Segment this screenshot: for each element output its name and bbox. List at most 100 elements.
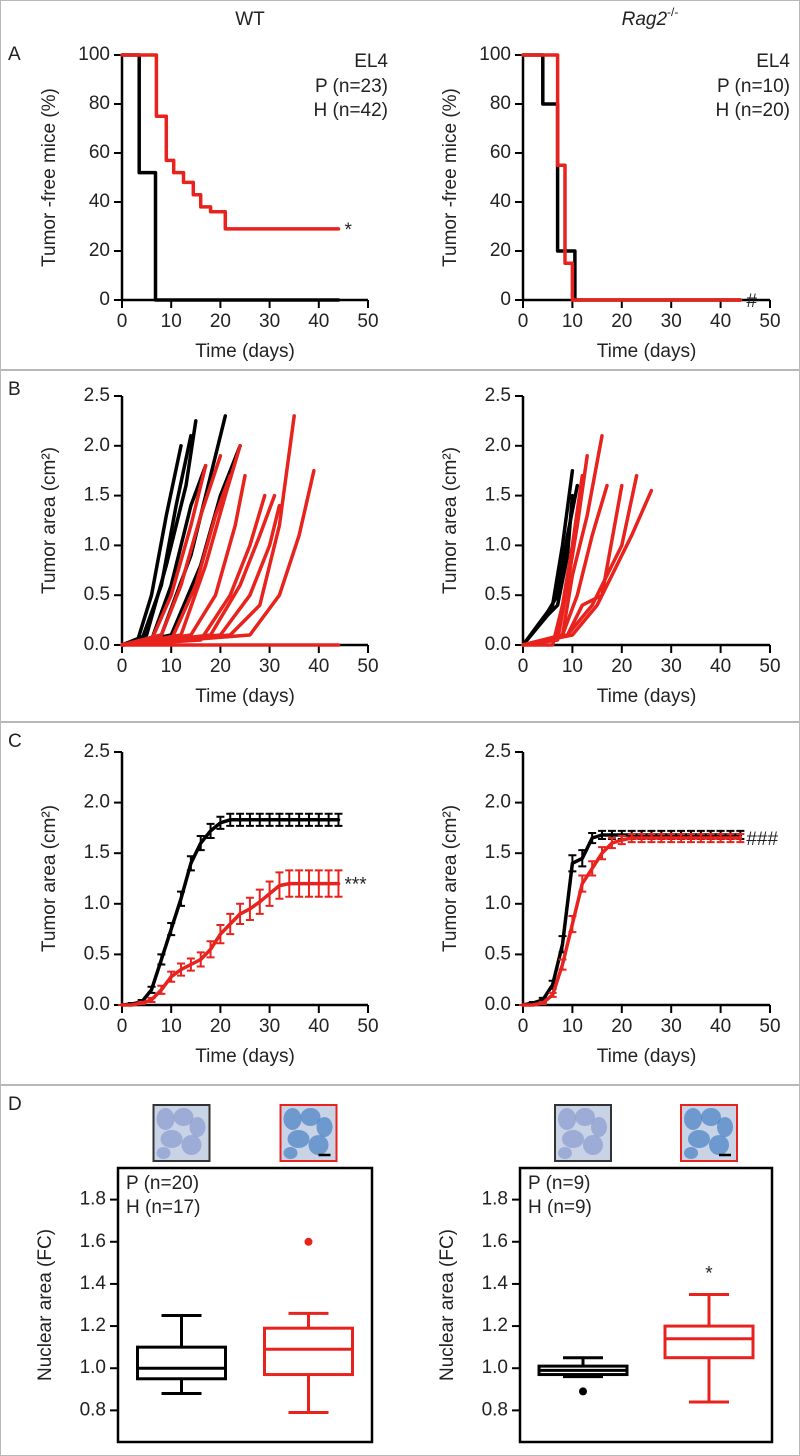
error-bar — [216, 924, 225, 945]
error-bar — [324, 812, 333, 827]
y-tick-label: 1.5 — [84, 485, 110, 506]
tumor-curve — [120, 419, 198, 647]
y-tick-label: 1.8 — [482, 1189, 508, 1210]
x-tick-label: 20 — [210, 311, 231, 332]
legend-label: H (n=9) — [528, 1197, 592, 1218]
error-bar — [578, 874, 587, 893]
y-tick-label: 0.0 — [84, 994, 110, 1015]
y-tick-label: 0.5 — [485, 943, 511, 964]
error-bar — [255, 812, 264, 827]
error-bar — [236, 902, 245, 926]
column-header: WT — [235, 9, 265, 30]
y-axis-label: Tumor -free mice (%) — [39, 88, 60, 267]
legend-label: P (n=20) — [126, 1173, 199, 1194]
error-bar — [167, 970, 176, 983]
panel-label: A — [8, 44, 21, 65]
y-tick-label: 0.5 — [84, 943, 110, 964]
error-bar — [167, 922, 176, 937]
error-bar — [568, 914, 577, 934]
x-axis-label: Time (days) — [597, 1046, 697, 1067]
error-bar — [578, 849, 587, 868]
x-tick-label: 50 — [357, 656, 378, 677]
panel-frame — [0, 1085, 800, 1456]
legend-label: H (n=20) — [716, 100, 790, 121]
error-bar — [186, 957, 195, 972]
box — [136, 1345, 227, 1381]
cell-nucleus — [156, 1108, 175, 1130]
y-tick-label: 2.0 — [485, 435, 511, 456]
y-tick-label: 0 — [500, 289, 511, 310]
outlier — [579, 1387, 587, 1396]
cell-nucleus — [709, 1135, 729, 1155]
error-bar — [647, 832, 656, 844]
error-bar — [265, 812, 274, 827]
y-tick-label: 0.5 — [84, 584, 110, 605]
y-tick-label: 2.5 — [485, 385, 511, 406]
x-axis-label: Time (days) — [195, 686, 295, 707]
error-bar — [696, 832, 705, 844]
error-bar — [147, 996, 156, 1003]
error-bar — [568, 854, 577, 873]
error-bar — [588, 860, 597, 877]
column-header-sup: -/- — [667, 5, 678, 19]
x-tick-label: 40 — [710, 1016, 731, 1037]
cell-nucleus — [688, 1130, 710, 1148]
x-axis-label: Time (days) — [195, 341, 295, 362]
error-bar — [538, 1000, 547, 1005]
outlier — [304, 1237, 313, 1246]
whisker — [161, 1314, 202, 1396]
survival-curve — [521, 53, 743, 302]
y-tick-label: 1.6 — [482, 1231, 508, 1252]
x-tick-label: 50 — [759, 311, 780, 332]
y-tick-label: 1.2 — [482, 1315, 508, 1336]
error-bar — [548, 991, 557, 998]
mean-curve — [521, 833, 743, 1007]
x-tick-label: 10 — [562, 1016, 583, 1037]
y-tick-label: 100 — [479, 44, 511, 65]
error-bar — [588, 831, 597, 845]
error-bar — [216, 815, 225, 830]
box — [263, 1326, 354, 1377]
error-bar — [137, 1000, 146, 1005]
y-tick-label: 0.8 — [482, 1399, 508, 1420]
tumor-curve — [120, 463, 208, 647]
error-bar — [255, 888, 264, 915]
y-tick-label: 0.0 — [84, 634, 110, 655]
cell-nucleus — [283, 1147, 298, 1159]
x-tick-label: 50 — [759, 1016, 780, 1037]
y-tick-label: 0.5 — [485, 584, 511, 605]
x-tick-label: 40 — [710, 656, 731, 677]
cell-nucleus — [316, 1117, 333, 1137]
error-bar — [206, 822, 215, 840]
error-bar — [706, 832, 715, 844]
y-axis-label: Tumor area (cm²) — [39, 805, 60, 952]
y-tick-label: 1.5 — [485, 842, 511, 863]
error-bar — [558, 958, 567, 971]
x-tick-label: 20 — [210, 1016, 231, 1037]
x-tick-label: 30 — [661, 1016, 682, 1037]
error-bar — [196, 951, 205, 968]
plot-frame — [116, 1166, 374, 1444]
error-bar — [147, 985, 156, 994]
y-tick-label: 1.0 — [485, 893, 511, 914]
error-bar — [314, 812, 323, 827]
cell-nucleus — [583, 1135, 603, 1155]
y-axis-label: Tumor area (cm²) — [440, 805, 461, 952]
x-axis-label: Time (days) — [597, 686, 697, 707]
legend-label: P (n=23) — [315, 76, 388, 97]
x-tick-label: 0 — [518, 311, 529, 332]
y-tick-label: 1.0 — [482, 1357, 508, 1378]
cell-nucleus — [173, 1108, 194, 1126]
x-tick-label: 10 — [562, 311, 583, 332]
error-bar — [736, 832, 745, 844]
error-bar — [677, 832, 686, 844]
error-bar — [177, 890, 186, 907]
cell-nucleus — [287, 1130, 310, 1148]
x-tick-label: 0 — [117, 1016, 128, 1037]
x-tick-label: 10 — [161, 656, 182, 677]
x-tick-label: 50 — [357, 1016, 378, 1037]
y-tick-label: 1.2 — [80, 1315, 106, 1336]
x-tick-label: 40 — [308, 656, 329, 677]
error-bar — [226, 912, 235, 936]
